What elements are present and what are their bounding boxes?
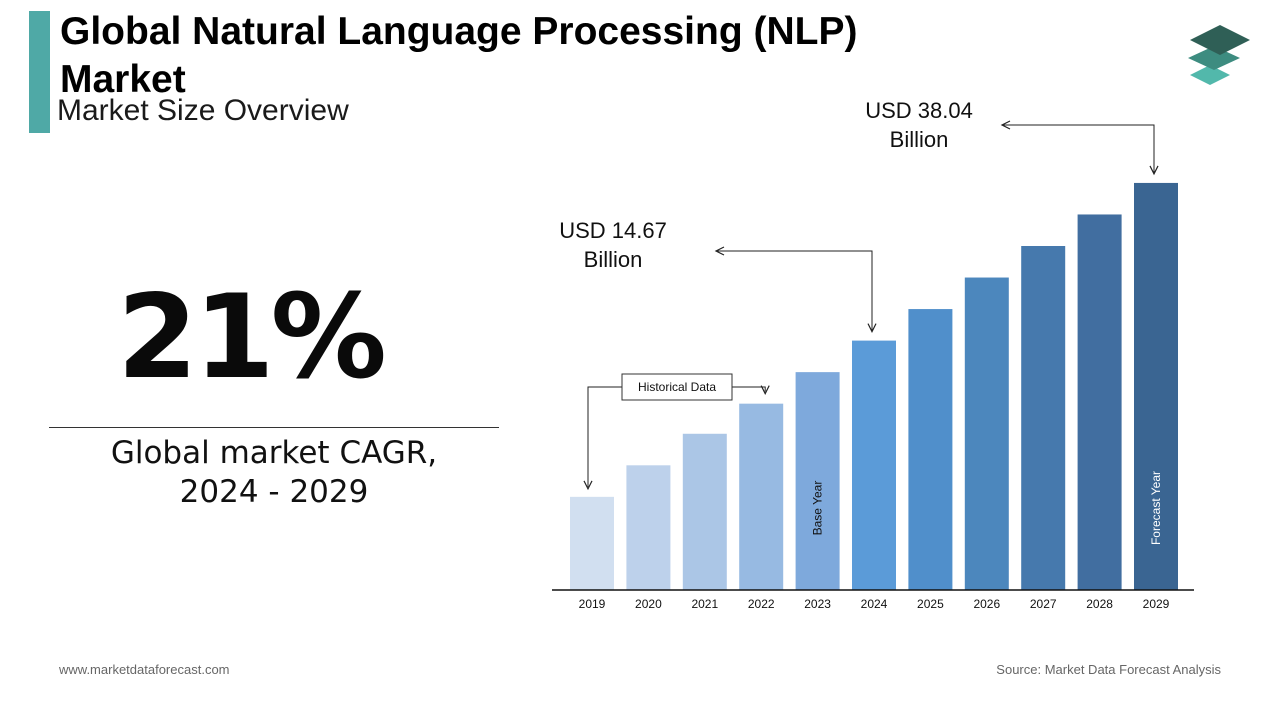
- x-tick-label: 2027: [1030, 597, 1057, 611]
- bars-layer: [570, 182, 1178, 590]
- labels-layer: 2019 2020 2021 2022 2023 2024 2025 2026 2027 2028…: [552, 98, 1194, 611]
- kpi-divider: [49, 427, 499, 428]
- footer-source: Source: Market Data Forecast Analysis: [996, 662, 1221, 677]
- bar-2028: [1077, 214, 1122, 590]
- bar-2029: [1134, 182, 1178, 590]
- arrow-head: [583, 480, 593, 491]
- logo-layer-top: [1190, 25, 1250, 55]
- arrow-head: [1149, 165, 1159, 176]
- bar-2023: [795, 372, 840, 590]
- value-callout-connector-2024: [716, 250, 873, 331]
- arrow-head: [714, 246, 725, 256]
- value-callout-unit: Billion: [890, 127, 949, 152]
- logo-layer-bottom: [1190, 65, 1230, 85]
- cagr-label: Global market CAGR, 2024 - 2029: [49, 434, 499, 512]
- footer-website: www.marketdataforecast.com: [59, 662, 230, 677]
- stacked-layers-logo-icon: [1188, 25, 1250, 85]
- bar-2021: [682, 433, 727, 590]
- cagr-label-line2: 2024 - 2029: [179, 474, 369, 510]
- bar-2026: [964, 277, 1009, 590]
- value-callout-unit: Billion: [584, 247, 643, 272]
- cagr-label-line1: Global market CAGR,: [110, 435, 438, 471]
- x-tick-label: 2020: [635, 597, 662, 611]
- x-tick-label: 2025: [917, 597, 944, 611]
- arrow-head: [1000, 120, 1011, 130]
- page-title: Global Natural Language Processing (NLP)…: [60, 10, 858, 101]
- title-accent-bar: [29, 11, 50, 133]
- logo-layer-middle: [1188, 46, 1240, 70]
- bar-annotation-2023: Base Year: [811, 481, 825, 536]
- historical-data-label: Historical Data: [638, 380, 716, 394]
- arrow-head: [867, 323, 877, 333]
- historical-connector-left: [587, 386, 622, 487]
- x-tick-label: 2023: [804, 597, 831, 611]
- value-callout-connector-2029: [1002, 124, 1155, 173]
- historical-connector-right: [732, 386, 766, 392]
- bar-2027: [1021, 246, 1066, 590]
- x-tick-label: 2028: [1086, 597, 1113, 611]
- x-tick-label: 2021: [691, 597, 718, 611]
- x-tick-label: 2022: [748, 597, 775, 611]
- bar-2025: [908, 309, 953, 590]
- x-tick-label: 2019: [579, 597, 606, 611]
- x-tick-label: 2026: [973, 597, 1000, 611]
- bar-2019: [570, 496, 614, 590]
- market-size-bar-chart: 2019 2020 2021 2022 2023 2024 2025 2026 2027 2028…: [552, 98, 1194, 611]
- arrow-head: [760, 385, 770, 396]
- x-tick-label: 2024: [861, 597, 888, 611]
- bar-2020: [626, 465, 671, 590]
- value-callout-amount: USD 14.67: [559, 218, 667, 243]
- x-tick-label: 2029: [1143, 597, 1170, 611]
- bar-2024: [852, 340, 896, 590]
- value-callout-amount: USD 38.04: [865, 98, 973, 123]
- historical-data-box: [621, 373, 733, 401]
- bar-annotation-2029: Forecast Year: [1149, 471, 1163, 545]
- cagr-value: 21%: [117, 270, 387, 405]
- bar-2022: [739, 403, 784, 590]
- page-subtitle: Market Size Overview: [57, 94, 349, 127]
